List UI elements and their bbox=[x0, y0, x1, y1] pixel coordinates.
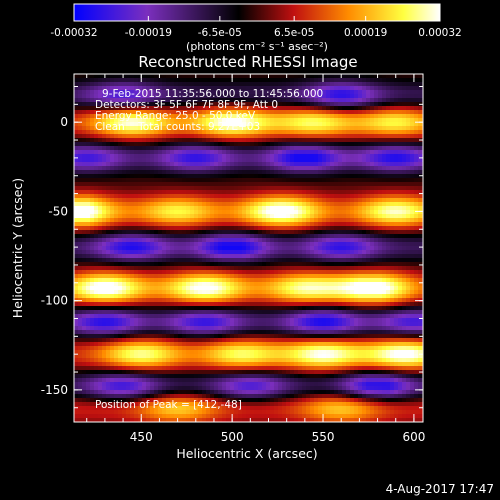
annotation-time-range: 9-Feb-2015 11:35:56.000 to 11:45:56.000 bbox=[102, 88, 323, 100]
colorbar-tick-label: -0.00019 bbox=[125, 27, 172, 39]
y-tick-label: -50 bbox=[48, 204, 68, 218]
x-tick-label: 550 bbox=[312, 430, 335, 444]
x-tick-label: 500 bbox=[221, 430, 244, 444]
colorbar-ticks: -0.00032 -0.00019 -6.5e-05 6.5e-05 0.00019 0.… bbox=[50, 16, 462, 39]
annotation-detectors: Detectors: 3F 5F 6F 7F 8F 9F, Att 0 bbox=[95, 99, 278, 111]
y-axis-label: Heliocentric Y (arcsec) bbox=[10, 178, 25, 318]
colorbar-tick-label: 6.5e-05 bbox=[274, 27, 314, 39]
y-tick-label: -150 bbox=[41, 383, 68, 397]
colorbar-tick-label: 0.00019 bbox=[344, 27, 387, 39]
x-axis-label: Heliocentric X (arcsec) bbox=[176, 446, 317, 461]
colorbar-tick-label: 0.00032 bbox=[418, 27, 461, 39]
x-tick-label: 600 bbox=[402, 430, 425, 444]
x-axis: 450 500 550 600 bbox=[86, 74, 425, 444]
colorbar-tick-label: -6.5e-05 bbox=[198, 27, 242, 39]
info-annotations: 9-Feb-2015 11:35:56.000 to 11:45:56.000 … bbox=[95, 88, 323, 411]
date-stamp: 4-Aug-2017 17:47 bbox=[385, 482, 494, 496]
colorbar-frame bbox=[73, 3, 441, 22]
colorbar: -0.00032 -0.00019 -6.5e-05 6.5e-05 0.00019 0.… bbox=[50, 3, 462, 53]
y-axis: 0 -50 -100 -150 bbox=[41, 85, 423, 409]
chart-title: Reconstructed RHESSI Image bbox=[138, 53, 357, 71]
annotation-peak: Position of Peak = [412,-48] bbox=[95, 399, 242, 411]
plot-frame bbox=[73, 73, 424, 423]
colorbar-gradient bbox=[74, 4, 440, 21]
y-tick-label: -100 bbox=[41, 294, 68, 308]
x-tick-label: 450 bbox=[130, 430, 153, 444]
annotation-energy: Energy Range: 25.0 - 50.0 keV bbox=[95, 110, 256, 122]
colorbar-unit-label: (photons cm⁻² s⁻¹ asec⁻²) bbox=[186, 40, 328, 53]
y-tick-label: 0 bbox=[60, 115, 68, 129]
colorbar-tick-label: -0.00032 bbox=[50, 27, 97, 39]
heatmap-image bbox=[74, 74, 423, 422]
annotation-method: Clean Total counts: 9.27E+03 bbox=[95, 121, 260, 133]
